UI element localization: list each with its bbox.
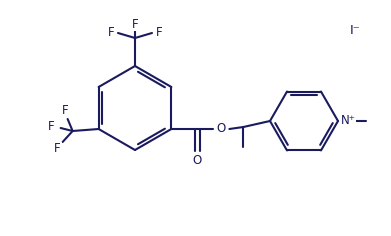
Text: F: F bbox=[156, 26, 162, 39]
Text: F: F bbox=[48, 121, 55, 134]
Text: F: F bbox=[132, 17, 138, 30]
Text: N⁺: N⁺ bbox=[341, 114, 355, 127]
Text: O: O bbox=[217, 122, 226, 135]
Text: F: F bbox=[108, 26, 114, 39]
Text: F: F bbox=[62, 105, 69, 118]
Text: F: F bbox=[54, 143, 61, 156]
Text: I⁻: I⁻ bbox=[350, 25, 361, 38]
Text: O: O bbox=[193, 153, 202, 167]
